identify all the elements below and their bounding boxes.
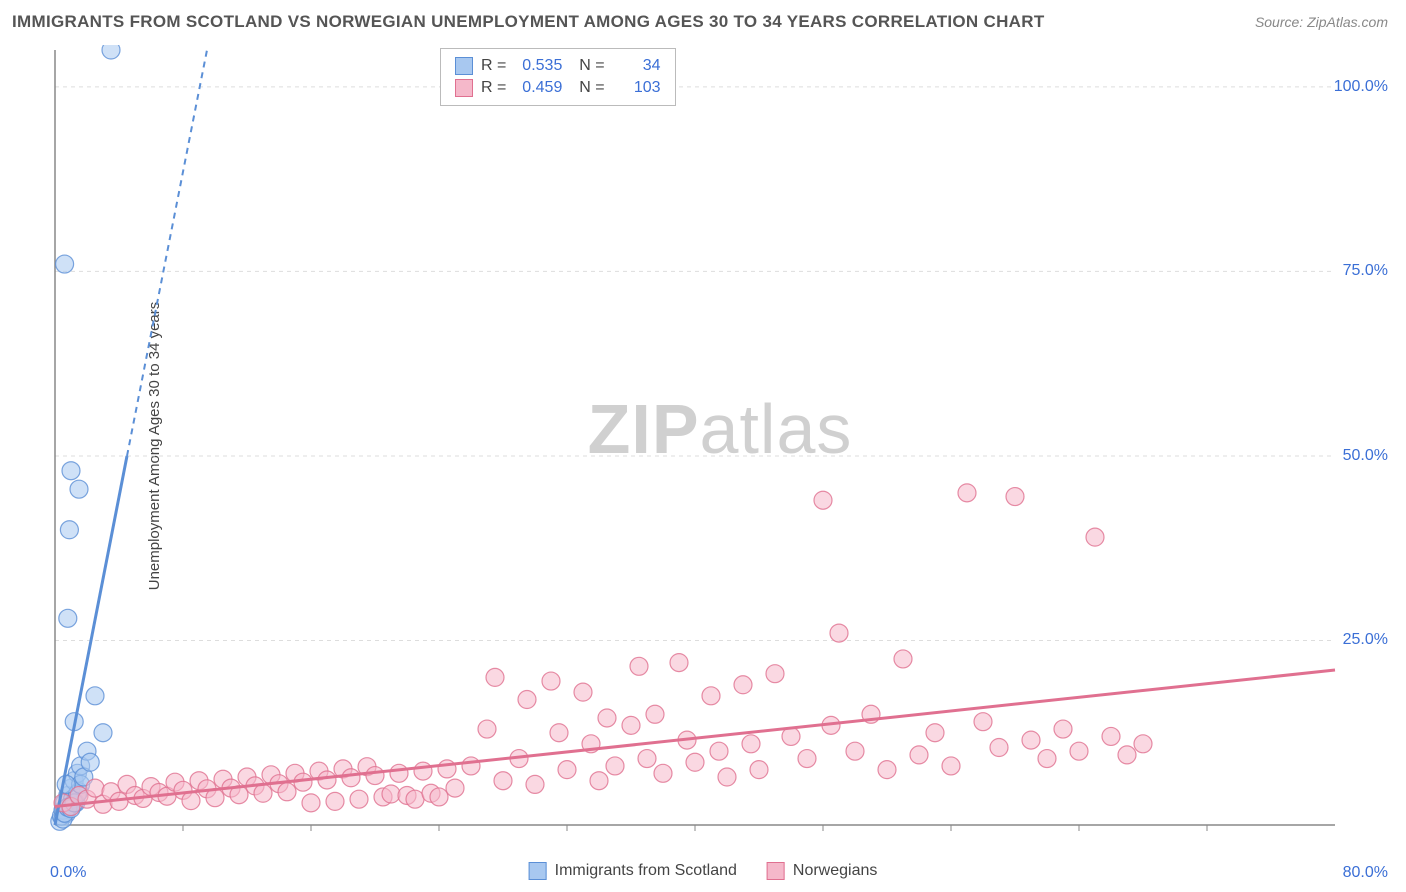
stats-swatch <box>455 57 473 75</box>
correlation-stats-box: R = 0.535 N = 34R = 0.459 N = 103 <box>440 48 676 106</box>
stats-n-value: 34 <box>613 57 661 75</box>
legend-swatch <box>767 862 785 880</box>
stats-n-value: 103 <box>613 79 661 97</box>
x-axis-max-label: 80.0% <box>1343 864 1388 882</box>
legend-swatch <box>529 862 547 880</box>
stats-swatch <box>455 79 473 97</box>
scatter-svg <box>50 45 1390 845</box>
stats-r-value: 0.535 <box>514 57 562 75</box>
y-tick-label: 25.0% <box>1343 631 1388 649</box>
legend-item: Immigrants from Scotland <box>529 862 737 880</box>
source-attribution: Source: ZipAtlas.com <box>1255 14 1388 30</box>
legend-label: Immigrants from Scotland <box>555 862 737 880</box>
x-axis-min-label: 0.0% <box>50 864 86 882</box>
stats-row: R = 0.459 N = 103 <box>455 77 661 99</box>
stats-r-label: R = <box>481 57 506 75</box>
stats-r-value: 0.459 <box>514 79 562 97</box>
plot-area: ZIPatlas <box>50 45 1390 845</box>
stats-n-label: N = <box>570 79 604 97</box>
bottom-legend: Immigrants from Scotland Norwegians <box>529 862 878 880</box>
stats-n-label: N = <box>570 57 604 75</box>
y-tick-label: 100.0% <box>1334 78 1388 96</box>
stats-r-label: R = <box>481 79 506 97</box>
chart-title: IMMIGRANTS FROM SCOTLAND VS NORWEGIAN UN… <box>12 12 1045 32</box>
stats-row: R = 0.535 N = 34 <box>455 55 661 77</box>
legend-label: Norwegians <box>793 862 877 880</box>
y-tick-label: 75.0% <box>1343 262 1388 280</box>
y-tick-label: 50.0% <box>1343 447 1388 465</box>
legend-item: Norwegians <box>767 862 877 880</box>
